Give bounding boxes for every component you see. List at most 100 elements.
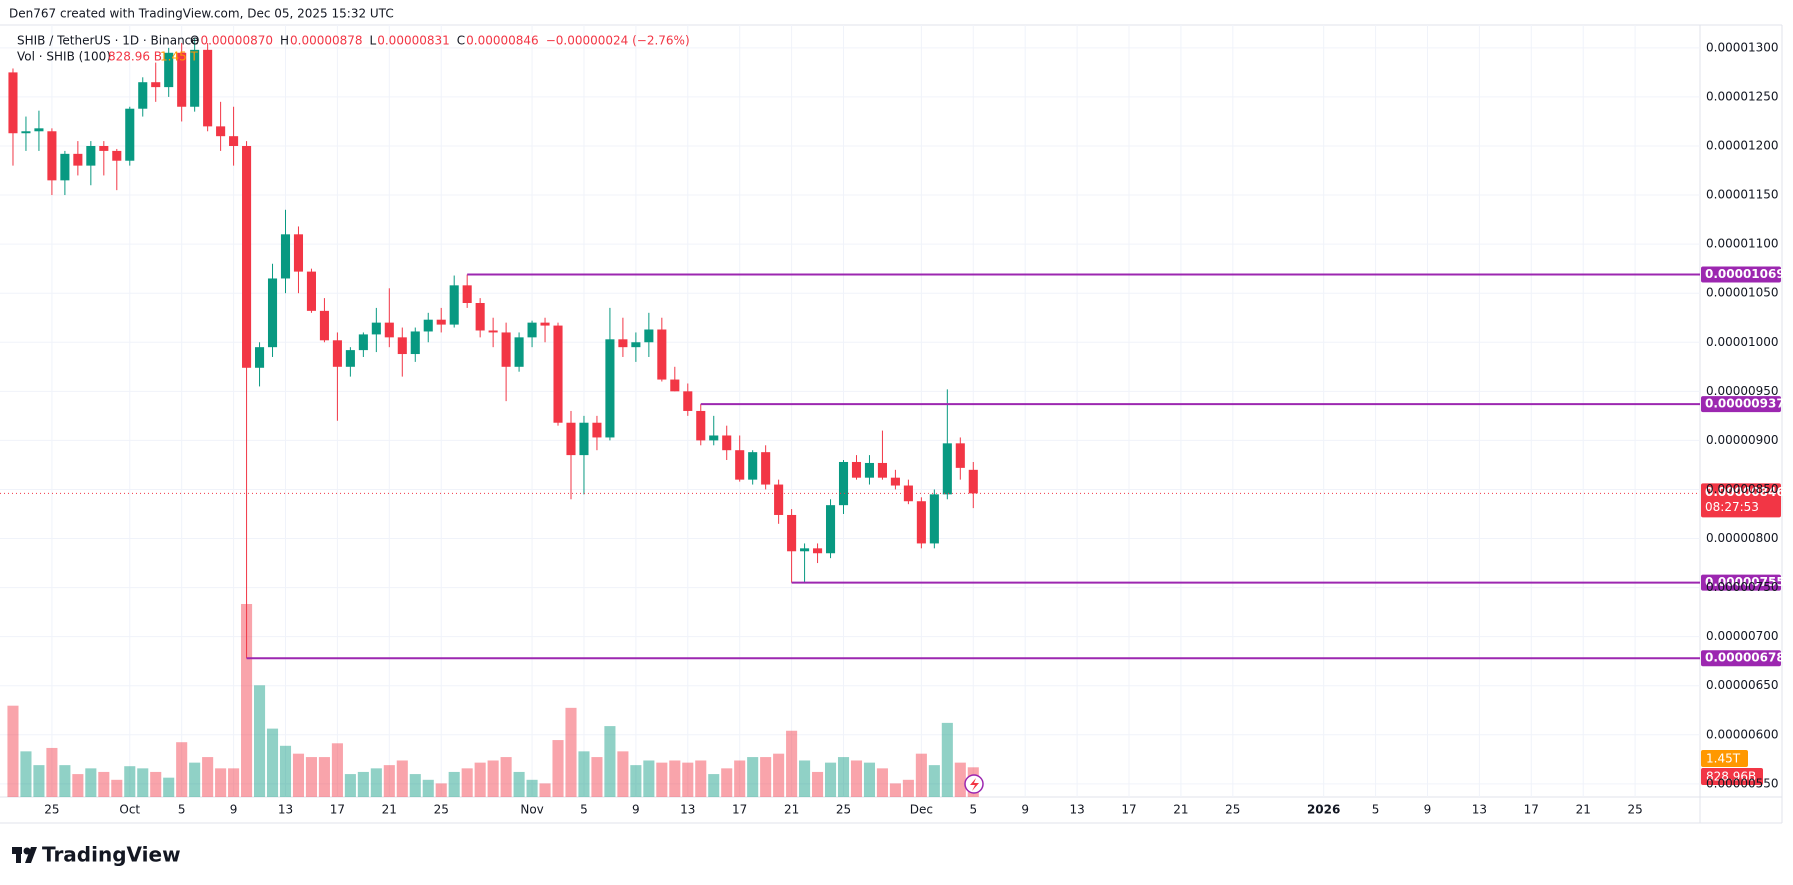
volume-bar bbox=[370, 768, 382, 797]
volume-bar bbox=[500, 757, 512, 797]
y-tick-label: 0.00001050 bbox=[1706, 286, 1779, 300]
legend-key: H bbox=[280, 34, 289, 48]
candle-body bbox=[825, 505, 836, 554]
volume-bar bbox=[46, 747, 58, 797]
volume-bar bbox=[643, 760, 655, 797]
volume-bar bbox=[111, 779, 123, 797]
candle-body bbox=[787, 514, 797, 552]
candle-body bbox=[203, 49, 213, 127]
candle-body bbox=[60, 153, 70, 181]
volume-bar bbox=[474, 762, 486, 797]
candle-body bbox=[942, 443, 952, 495]
legend-key: C bbox=[457, 34, 465, 48]
volume-bar bbox=[422, 779, 434, 797]
volume-bar bbox=[669, 760, 681, 797]
candle-body bbox=[86, 145, 96, 166]
volume-bar bbox=[630, 765, 642, 797]
volume-bar bbox=[20, 751, 32, 797]
x-tick-label: 25 bbox=[44, 803, 59, 817]
volume-bar bbox=[305, 757, 317, 797]
candle-body bbox=[449, 285, 459, 325]
candle-body bbox=[371, 322, 381, 335]
candle-body bbox=[177, 52, 187, 107]
candle-body bbox=[21, 131, 31, 134]
candle-body bbox=[267, 278, 278, 348]
candle-body bbox=[475, 303, 485, 331]
x-tick-label: 13 bbox=[680, 803, 695, 817]
candle-body bbox=[332, 340, 342, 367]
candle-body bbox=[462, 285, 472, 304]
x-tick-label: 21 bbox=[382, 803, 397, 817]
volume-bar bbox=[682, 762, 694, 797]
candle-body bbox=[851, 461, 862, 478]
logo-text: TradingView bbox=[42, 843, 181, 867]
candle-body bbox=[696, 410, 706, 441]
legend-value: 0.00000870 bbox=[200, 34, 273, 48]
logo-mark bbox=[16, 847, 21, 863]
volume-bar bbox=[318, 757, 330, 797]
candle-body bbox=[164, 52, 174, 88]
volume-bar bbox=[824, 762, 837, 797]
candle-body bbox=[34, 128, 44, 132]
candle-body bbox=[112, 150, 122, 161]
volume-bar bbox=[33, 765, 45, 797]
candle-body bbox=[410, 331, 420, 355]
candle-body bbox=[877, 462, 887, 478]
volume-bar bbox=[552, 740, 564, 797]
logo-mark bbox=[25, 847, 37, 863]
volume-bar bbox=[604, 726, 616, 797]
x-tick-label: 17 bbox=[1524, 803, 1539, 817]
x-tick-label: 9 bbox=[1021, 803, 1029, 817]
volume-bar bbox=[241, 604, 253, 797]
candle-body bbox=[242, 145, 252, 368]
x-tick-label: Oct bbox=[119, 803, 140, 817]
x-tick-label: 5 bbox=[1372, 803, 1380, 817]
volume-bar bbox=[656, 762, 668, 797]
volume-bar bbox=[812, 771, 824, 797]
y-tick-label: 0.00001300 bbox=[1706, 40, 1779, 54]
x-tick-label: 17 bbox=[732, 803, 747, 817]
y-tick-label: 0.00000850 bbox=[1706, 482, 1779, 496]
volume-bar bbox=[176, 742, 188, 797]
x-tick-label: 17 bbox=[330, 803, 345, 817]
volume-bar bbox=[409, 774, 421, 797]
volume-bar bbox=[539, 783, 551, 797]
candle-body bbox=[319, 310, 329, 341]
candle-body bbox=[748, 452, 758, 480]
volume-bar bbox=[331, 743, 343, 797]
candle-body bbox=[735, 450, 745, 480]
candle-body bbox=[293, 234, 304, 272]
candle-body bbox=[644, 329, 654, 343]
candle-body bbox=[566, 422, 576, 456]
x-tick-label: 21 bbox=[1173, 803, 1188, 817]
candle-body bbox=[73, 153, 83, 166]
volume-bar bbox=[124, 766, 136, 797]
logo: TradingView bbox=[12, 843, 181, 867]
legend-change: −0.00000024 (−2.76%) bbox=[546, 34, 690, 48]
candle-body bbox=[216, 126, 226, 137]
candle-body bbox=[527, 322, 537, 338]
volume-bar bbox=[915, 753, 927, 797]
volume-bar bbox=[292, 753, 305, 797]
volume-bar bbox=[721, 768, 733, 797]
volume-bar bbox=[228, 768, 240, 797]
candle-body bbox=[579, 422, 589, 456]
volume-bar bbox=[266, 728, 279, 797]
x-tick-label: 25 bbox=[434, 803, 449, 817]
y-tick-label: 0.00001000 bbox=[1706, 335, 1779, 349]
candle-body bbox=[345, 350, 355, 367]
last-price-bg bbox=[1701, 483, 1781, 518]
volume-bar bbox=[85, 768, 97, 797]
x-tick-label: 13 bbox=[1069, 803, 1084, 817]
candle-body bbox=[631, 342, 641, 348]
candle-body bbox=[47, 131, 57, 181]
x-tick-label: 5 bbox=[178, 803, 186, 817]
volume-bar bbox=[902, 779, 914, 797]
candle-body bbox=[761, 452, 771, 485]
candle-body bbox=[151, 82, 161, 88]
level-label: 0.00000678 bbox=[1705, 651, 1785, 665]
candle-body bbox=[890, 477, 900, 486]
x-tick-label: 2026 bbox=[1307, 803, 1340, 817]
volume-last-label-bg bbox=[1701, 768, 1763, 785]
